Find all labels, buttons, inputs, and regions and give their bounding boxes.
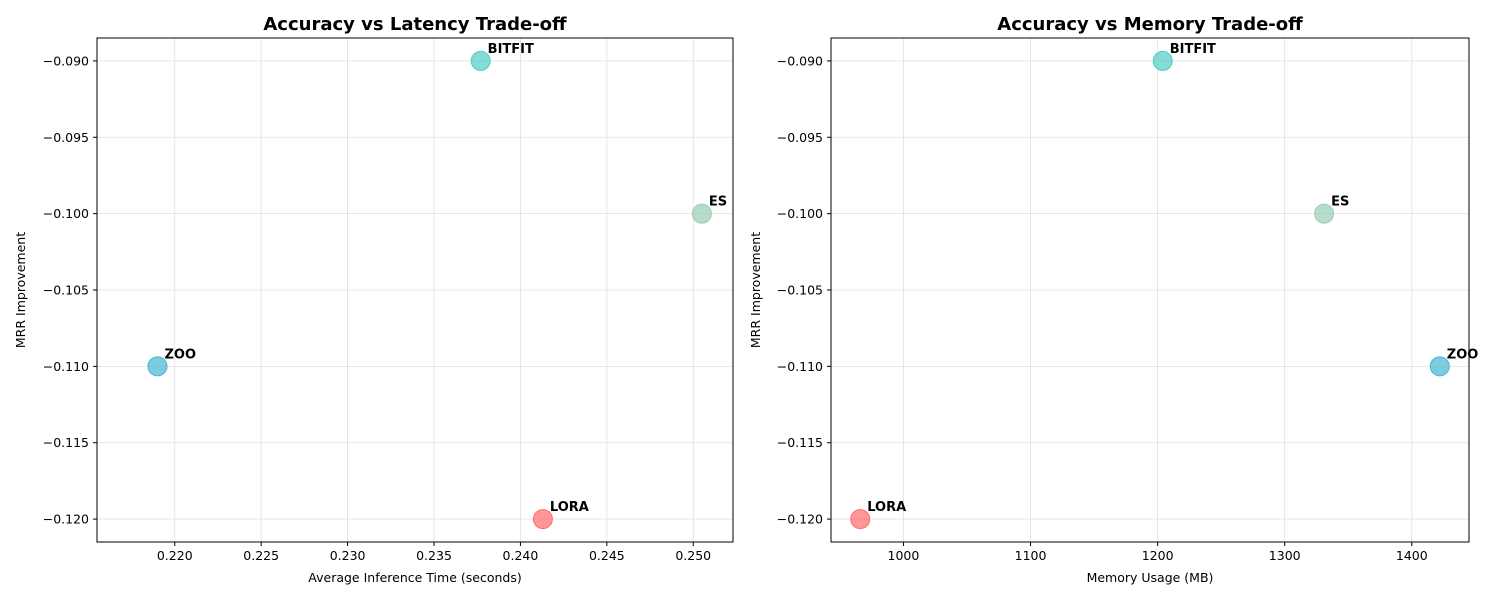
latency-chart: 0.220 0.225 0.230 0.235 0.240 0.245 0.250 −0.09… — [13, 14, 734, 585]
y-tick-label: −0.120 — [777, 512, 823, 527]
point-label-zoo: ZOO — [164, 347, 196, 362]
plot-frame — [96, 37, 734, 543]
chart-title: Accuracy vs Latency Trade-off — [263, 14, 567, 35]
y-tick-label: −0.100 — [43, 206, 89, 221]
data-point-bitfit — [470, 50, 491, 71]
plot-frame — [830, 37, 1470, 543]
x-tick-label: 0.245 — [589, 548, 625, 563]
x-tick-label: 0.240 — [503, 548, 539, 563]
point-label-es: ES — [1331, 195, 1349, 210]
y-tick-label: −0.090 — [43, 53, 89, 68]
memory-chart: 1000 1100 1200 1300 1400 −0.090 −0.095 −0.100 −0… — [748, 14, 1478, 585]
data-point-bitfit — [1152, 50, 1173, 71]
y-tick-label: −0.115 — [777, 435, 823, 450]
data-point-zoo — [147, 356, 168, 377]
y-axis-label: MRR Improvement — [13, 232, 28, 348]
y-tick-label: −0.110 — [43, 359, 89, 374]
y-tick-label: −0.095 — [777, 130, 823, 145]
point-label-zoo: ZOO — [1447, 347, 1479, 362]
y-tick-label: −0.095 — [43, 130, 89, 145]
x-axis-label: Average Inference Time (seconds) — [308, 570, 521, 585]
x-tick-label: 0.250 — [675, 548, 711, 563]
point-label-es: ES — [709, 195, 727, 210]
x-tick-label: 1100 — [1015, 548, 1047, 563]
point-label-lora: LORA — [550, 500, 589, 515]
y-tick-label: −0.115 — [43, 435, 89, 450]
point-label-lora: LORA — [867, 500, 906, 515]
x-tick-label: 0.230 — [330, 548, 366, 563]
x-tick-label: 1200 — [1142, 548, 1174, 563]
data-point-lora — [532, 509, 553, 530]
point-label-bitfit: BITFIT — [1170, 42, 1216, 57]
x-tick-label: 0.225 — [243, 548, 279, 563]
y-axis-label: MRR Improvement — [748, 232, 763, 348]
y-tick-label: −0.110 — [777, 359, 823, 374]
x-axis-label: Memory Usage (MB) — [1087, 570, 1214, 585]
data-point-lora — [850, 509, 871, 530]
y-tick-label: −0.100 — [777, 206, 823, 221]
data-point-es — [691, 203, 712, 224]
chart-title: Accuracy vs Memory Trade-off — [997, 14, 1303, 35]
data-point-zoo — [1429, 356, 1450, 377]
x-tick-label: 1300 — [1269, 548, 1301, 563]
x-tick-label: 0.235 — [416, 548, 452, 563]
y-tick-label: −0.105 — [43, 283, 89, 298]
x-tick-label: 1000 — [888, 548, 920, 563]
y-tick-label: −0.090 — [777, 53, 823, 68]
point-label-bitfit: BITFIT — [488, 42, 534, 57]
x-tick-label: 1400 — [1396, 548, 1428, 563]
y-tick-label: −0.120 — [43, 512, 89, 527]
x-tick-label: 0.220 — [157, 548, 193, 563]
y-tick-label: −0.105 — [777, 283, 823, 298]
data-point-es — [1314, 203, 1335, 224]
